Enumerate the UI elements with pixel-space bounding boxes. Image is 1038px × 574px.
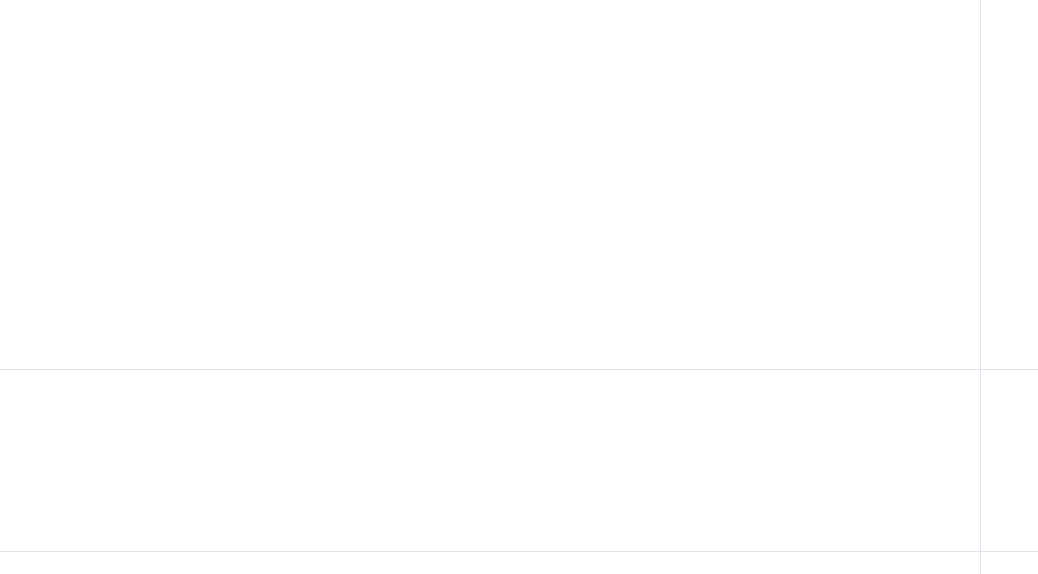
time-axis[interactable]: [0, 552, 980, 574]
current-price-badge: [981, 147, 1038, 162]
chart-panes[interactable]: [0, 0, 980, 551]
pane-separator[interactable]: [0, 369, 1038, 370]
chart-canvas[interactable]: [0, 0, 980, 551]
price-level-badge: [981, 179, 1038, 194]
bar-countdown-badge: [981, 163, 1038, 178]
time-axis-separator: [0, 551, 1038, 552]
price-axis[interactable]: [981, 0, 1038, 551]
price-axis-separator: [980, 0, 981, 574]
